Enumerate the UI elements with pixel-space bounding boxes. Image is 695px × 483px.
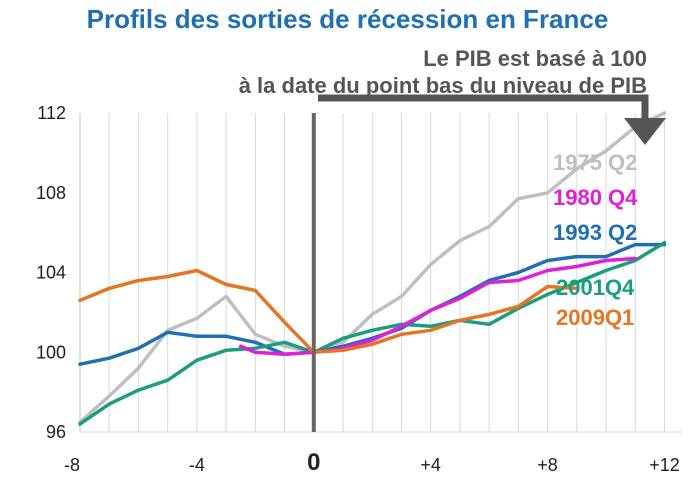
chart-note-line1: Le PIB est basé à 100 xyxy=(423,46,647,71)
x-tick-label: 0 xyxy=(307,449,320,476)
note-arrow-line xyxy=(318,94,649,118)
y-tick-label: 100 xyxy=(36,342,66,362)
series-label-2001q4: 2001Q4 xyxy=(556,275,635,300)
x-tick-label: +8 xyxy=(537,455,558,475)
x-tick-label: -8 xyxy=(64,455,80,475)
chart-title: Profils des sorties de récession en Fran… xyxy=(86,4,609,34)
chart-note-line2: à la date du point bas du niveau de PIB xyxy=(238,73,647,98)
y-tick-label: 104 xyxy=(36,263,66,283)
series-line-1993-q2 xyxy=(78,242,667,366)
series-label-2009q1: 2009Q1 xyxy=(556,305,634,330)
y-tick-label: 108 xyxy=(36,183,66,203)
note-arrow-head xyxy=(624,118,666,145)
y-tick-label: 112 xyxy=(37,103,66,123)
x-tick-label: +12 xyxy=(649,455,680,475)
series-line-1975-q2 xyxy=(78,111,667,424)
series-line-2009q1 xyxy=(78,268,579,355)
series-label-1980-q4: 1980 Q4 xyxy=(553,185,638,210)
x-tick-label: +4 xyxy=(420,455,441,475)
series-line-1980-q4 xyxy=(238,256,637,356)
series-label-1993-q2: 1993 Q2 xyxy=(553,220,637,245)
series-label-1975-q2: 1975 Q2 xyxy=(553,150,637,175)
y-tick-label: 96 xyxy=(46,422,66,442)
x-tick-label: -4 xyxy=(189,455,205,475)
